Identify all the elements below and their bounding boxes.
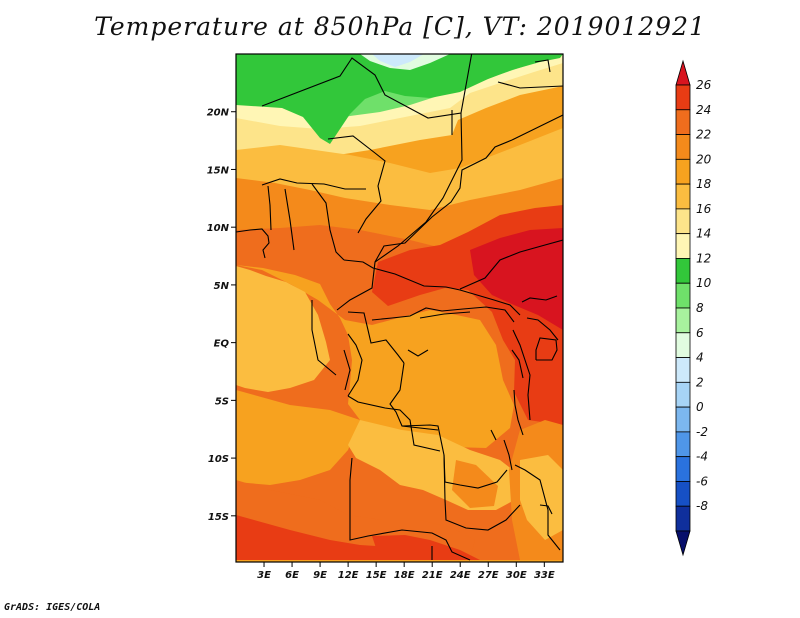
- colorbar-label: -8: [696, 499, 708, 513]
- longitude-tick-label: 3E: [257, 570, 271, 581]
- latitude-tick-label: 10S: [208, 454, 229, 465]
- colorbar-box: [675, 406, 691, 433]
- colorbar-box: [675, 481, 691, 507]
- colorbar-box: [675, 233, 691, 259]
- latitude-tick-label: EQ: [214, 339, 230, 350]
- colorbar-box: [675, 258, 691, 284]
- grads-credit: GrADS: IGES/COLA: [4, 602, 101, 613]
- latitude-tick-label: 5N: [214, 281, 230, 292]
- longitude-tick-label: 21E: [422, 570, 443, 581]
- latitude-tick-label: 20N: [207, 108, 230, 119]
- longitude-tick-label: 6E: [285, 570, 299, 581]
- latitude-tick-label: 15N: [207, 165, 230, 176]
- colorbar-label: 20: [696, 152, 712, 166]
- colorbar-box: [675, 134, 691, 160]
- colorbar-label: 14: [696, 227, 711, 241]
- country-borders: [236, 54, 563, 561]
- colorbar-box: [675, 381, 691, 408]
- latitude-tick-label: 15S: [208, 512, 229, 523]
- colorbar-box: [675, 183, 691, 210]
- colorbar-label: 6: [696, 326, 704, 340]
- colorbar-label: 12: [696, 251, 711, 265]
- latitude-tick-label: 5S: [215, 396, 229, 407]
- colorbar-label: -2: [696, 425, 708, 439]
- colorbar-box: [675, 357, 691, 383]
- longitude-tick-label: 33E: [534, 570, 555, 581]
- colorbar-label: 2: [696, 375, 704, 389]
- colorbar-box: [675, 456, 691, 482]
- latitude-tick-label: 10N: [207, 223, 230, 234]
- colorbar-min-triangle: [675, 530, 691, 557]
- colorbar-box: [675, 158, 691, 185]
- colorbar-box: [675, 332, 691, 358]
- colorbar-label: 0: [696, 400, 704, 414]
- colorbar-box: [675, 431, 691, 458]
- colorbar-box: [675, 208, 691, 235]
- latitude-ticks: 20N 15N 10N 5N EQ 5S 10S 15S: [207, 108, 236, 523]
- colorbar-box: [675, 505, 691, 532]
- colorbar-label: 10: [696, 276, 712, 290]
- colorbar-box: [675, 307, 691, 334]
- colorbar-box: [675, 282, 691, 309]
- colorbar-label: 22: [696, 128, 711, 142]
- colorbar-label: 4: [696, 351, 704, 365]
- colorbar-label: -4: [696, 450, 708, 464]
- longitude-tick-label: 9E: [313, 570, 327, 581]
- colorbar-label: 18: [696, 177, 712, 191]
- longitude-tick-label: 12E: [338, 570, 359, 581]
- longitude-tick-label: 15E: [366, 570, 387, 581]
- longitude-tick-label: 24E: [450, 570, 471, 581]
- colorbar-label: 16: [696, 202, 712, 216]
- longitude-tick-label: 18E: [394, 570, 415, 581]
- longitude-tick-label: 27E: [478, 570, 499, 581]
- colorbar-max-triangle: [675, 59, 691, 86]
- colorbar-label: 26: [696, 78, 712, 92]
- temperature-fill: [236, 54, 563, 562]
- longitude-tick-label: 30E: [506, 570, 527, 581]
- colorbar-label: -6: [696, 474, 708, 488]
- colorbar-box: [675, 84, 691, 111]
- colorbar-label: 24: [696, 103, 711, 117]
- longitude-ticks: 3E 6E 9E 12E 15E 18E 21E 24E 27E 30E 33E: [257, 562, 555, 581]
- colorbar-label: 8: [696, 301, 704, 315]
- colorbar-box: [675, 109, 691, 135]
- plot-title: Temperature at 850hPa [C], VT: 201901292…: [94, 12, 706, 41]
- map-frame: [235, 53, 564, 563]
